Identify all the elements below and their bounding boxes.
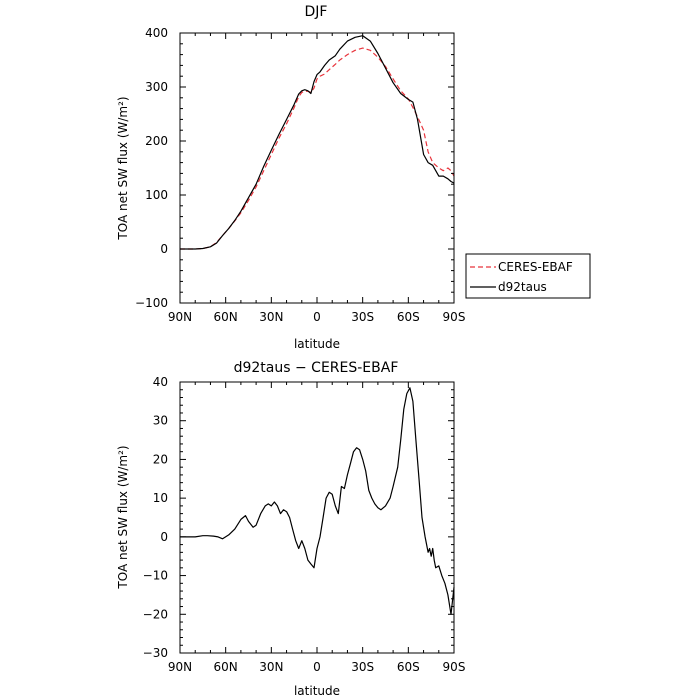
y-tick-label: 300	[145, 80, 168, 94]
top-panel: DJF 90N 60N 30N 0 30S 60S 90S −100 0 100 200 300 400…	[116, 4, 465, 351]
bottom-axes-ticks: 90N 60N 30N 0 30S 60S 90S −30 −20 −10 0 10 20 30 40	[143, 375, 466, 674]
top-axes-ticks: 90N 60N 30N 0 30S 60S 90S −100 0 100 200 300 400	[135, 26, 465, 324]
x-tick-label: 30S	[351, 660, 374, 674]
x-tick-label: 90N	[168, 660, 192, 674]
top-x-axis-title: latitude	[294, 337, 340, 351]
x-tick-label: 60N	[214, 310, 238, 324]
y-tick-label: −30	[143, 646, 168, 660]
y-tick-label: 40	[153, 375, 168, 389]
y-tick-label: 10	[153, 491, 168, 505]
bottom-plot-lines	[180, 387, 455, 615]
x-tick-label: 0	[313, 310, 321, 324]
y-tick-label: 30	[153, 414, 168, 428]
y-tick-label: −20	[143, 607, 168, 621]
top-plot-frame	[179, 32, 455, 304]
bottom-y-axis-title: TOA net SW flux (W/m²)	[116, 445, 130, 589]
x-tick-label: 90S	[443, 660, 466, 674]
series-line-ceres-ebaf	[180, 47, 455, 250]
y-tick-label: 400	[145, 26, 168, 40]
y-tick-label: −10	[143, 569, 168, 583]
x-tick-label: 30N	[259, 660, 283, 674]
legend: CERES-EBAF d92taus	[465, 253, 591, 299]
x-tick-label: 30N	[259, 310, 283, 324]
series-line-difference	[180, 387, 455, 615]
bottom-x-axis-title: latitude	[294, 684, 340, 698]
legend-frame	[465, 253, 591, 299]
y-tick-label: −100	[135, 296, 168, 310]
y-tick-label: 0	[160, 530, 168, 544]
bottom-panel: d92taus − CERES-EBAF 90N 60N 30N 0 30S 60S 90S…	[116, 360, 465, 698]
x-tick-label: 60S	[397, 660, 420, 674]
top-panel-title: DJF	[305, 4, 328, 20]
top-plot-lines	[180, 35, 455, 250]
y-tick-label: 0	[160, 242, 168, 256]
top-y-axis-title: TOA net SW flux (W/m²)	[116, 96, 130, 240]
x-tick-label: 0	[313, 660, 321, 674]
x-tick-label: 90N	[168, 310, 192, 324]
bottom-plot-frame	[179, 381, 455, 654]
y-tick-label: 100	[145, 188, 168, 202]
y-tick-label: 20	[153, 452, 168, 466]
y-tick-label: 200	[145, 134, 168, 148]
legend-label-ceres-ebaf: CERES-EBAF	[498, 260, 573, 274]
x-tick-label: 90S	[443, 310, 466, 324]
x-tick-label: 60N	[214, 660, 238, 674]
x-tick-label: 60S	[397, 310, 420, 324]
legend-label-d92taus: d92taus	[498, 280, 547, 294]
x-tick-label: 30S	[351, 310, 374, 324]
series-line-d92taus	[180, 35, 455, 250]
bottom-panel-title: d92taus − CERES-EBAF	[234, 360, 399, 376]
